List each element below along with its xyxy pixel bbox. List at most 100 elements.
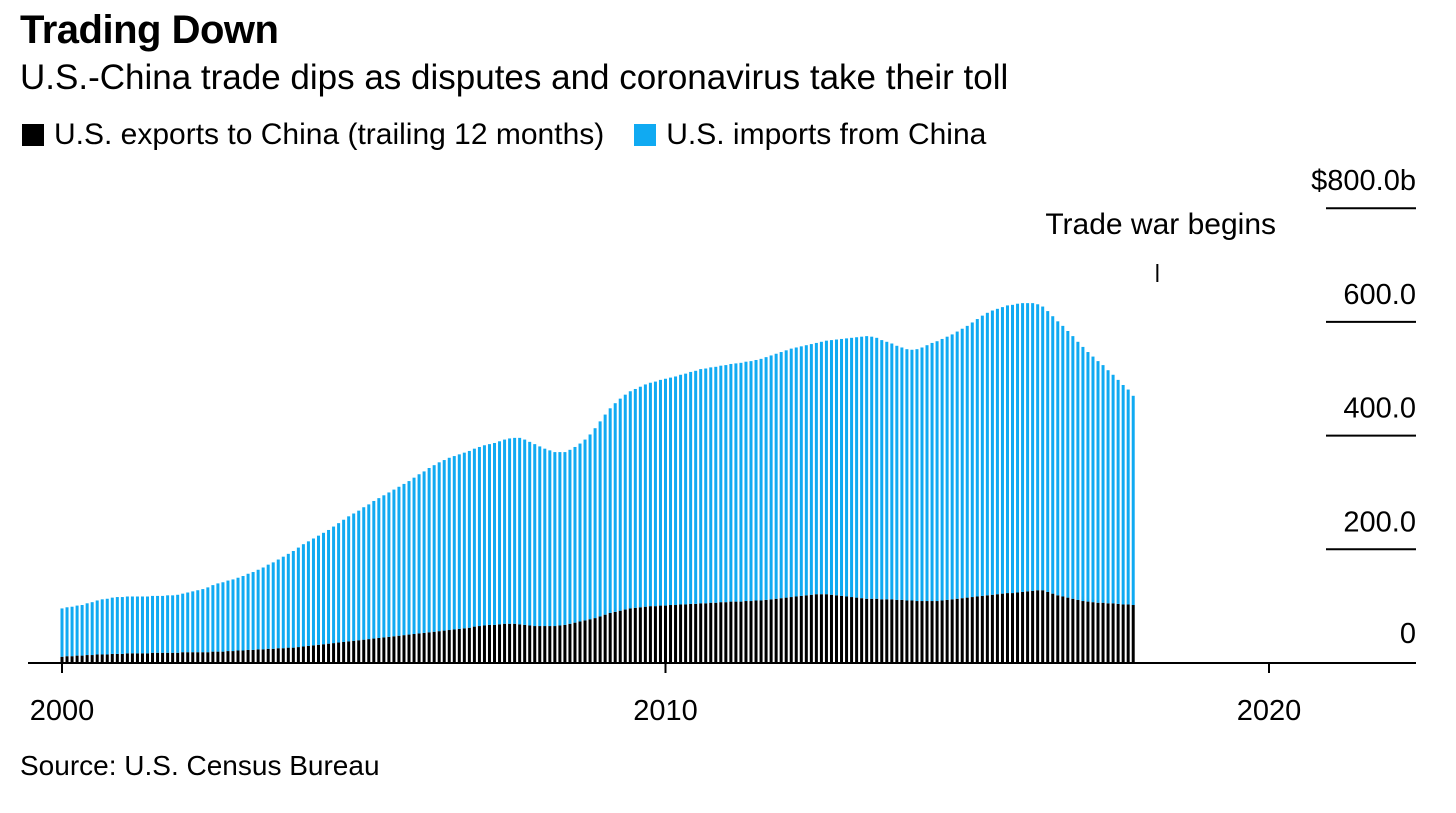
bar-exports [437, 631, 441, 663]
bar-imports [161, 595, 165, 653]
y-tick-label: 0 [1400, 618, 1416, 650]
bar-imports [764, 357, 768, 600]
bar-imports [573, 446, 577, 623]
bar-exports [231, 651, 235, 663]
bar-exports [945, 599, 949, 663]
bar-imports [377, 498, 381, 638]
bar-exports [467, 627, 471, 663]
bar-exports [724, 602, 728, 663]
bar-imports [1041, 306, 1045, 591]
bar-exports [281, 648, 285, 663]
bar-imports [980, 315, 984, 596]
bar-exports [65, 656, 69, 663]
bar-imports [457, 454, 461, 629]
bar-imports [236, 577, 240, 651]
bar-exports [910, 600, 914, 663]
bar-imports [759, 358, 763, 601]
bar-exports [653, 606, 657, 663]
bar-imports [120, 597, 124, 654]
bar-imports [729, 363, 733, 602]
bar-exports [623, 609, 627, 663]
bar-exports [593, 618, 597, 663]
bar-imports [774, 353, 778, 599]
x-tick-label: 2020 [1237, 695, 1302, 727]
bar-exports [176, 652, 180, 663]
bar-imports [543, 448, 547, 627]
bar-imports [613, 403, 617, 612]
bar-imports [633, 388, 637, 608]
bar-imports [563, 452, 567, 625]
bar-exports [674, 605, 678, 663]
bar-exports [648, 606, 652, 663]
bar-exports [950, 599, 954, 663]
bar-imports [342, 519, 346, 642]
bar-imports [70, 606, 74, 657]
bar-exports [85, 655, 89, 663]
bar-exports [301, 646, 305, 663]
bar-exports [965, 597, 969, 663]
bar-exports [1096, 602, 1100, 663]
bar-imports [653, 381, 657, 607]
bar-imports [125, 596, 129, 654]
bar-imports [493, 442, 497, 625]
bar-exports [920, 601, 924, 663]
bar-imports [558, 452, 562, 626]
bar-exports [834, 595, 838, 663]
bar-imports [1076, 341, 1080, 600]
bar-exports [865, 598, 869, 663]
bar-imports [322, 532, 326, 645]
bar-imports [679, 374, 683, 605]
bar-imports [241, 576, 245, 651]
bar-imports [417, 474, 421, 634]
bar-exports [482, 625, 486, 663]
bar-exports [246, 649, 250, 663]
bar-exports [940, 600, 944, 663]
bar-exports [829, 594, 833, 663]
bar-imports [513, 437, 517, 624]
bar-imports [538, 446, 542, 627]
bar-imports [221, 582, 225, 652]
bar-exports [477, 626, 481, 663]
y-tick-label: 400.0 [1343, 393, 1416, 425]
bar-exports [95, 654, 99, 663]
bar-imports [699, 369, 703, 604]
bar-exports [216, 651, 220, 663]
bar-exports [1101, 602, 1105, 663]
bar-exports [588, 619, 592, 663]
bar-exports [855, 597, 859, 663]
bar-exports [402, 635, 406, 663]
bar-imports [840, 338, 844, 596]
bar-imports [498, 441, 502, 625]
bar-imports [583, 439, 587, 621]
bar-imports [206, 587, 210, 653]
bar-exports [487, 624, 491, 663]
bar-imports [689, 371, 693, 604]
bar-exports [840, 595, 844, 663]
bar-exports [985, 595, 989, 663]
bar-imports [945, 336, 949, 600]
legend-label-imports: U.S. imports from China [666, 118, 987, 151]
bar-exports [819, 594, 823, 663]
bar-exports [266, 648, 270, 663]
bar-imports [1096, 361, 1100, 603]
bar-exports [261, 649, 265, 663]
bar-exports [145, 653, 149, 663]
bar-imports [311, 538, 315, 646]
bar-imports [990, 310, 994, 595]
bar-imports [1036, 304, 1040, 591]
bar-imports [316, 535, 320, 645]
bar-exports [306, 645, 310, 663]
bar-exports [533, 626, 537, 663]
bar-imports [347, 516, 351, 642]
bar-imports [970, 322, 974, 598]
bar-exports [508, 623, 512, 663]
bar-imports [850, 337, 854, 598]
bar-imports [231, 579, 235, 652]
bar-exports [462, 628, 466, 663]
bar-exports [905, 600, 909, 663]
bar-exports [377, 637, 381, 663]
bar-exports [342, 641, 346, 663]
bar-exports [1000, 593, 1004, 663]
bar-imports [663, 378, 667, 606]
bar-imports [296, 547, 300, 648]
